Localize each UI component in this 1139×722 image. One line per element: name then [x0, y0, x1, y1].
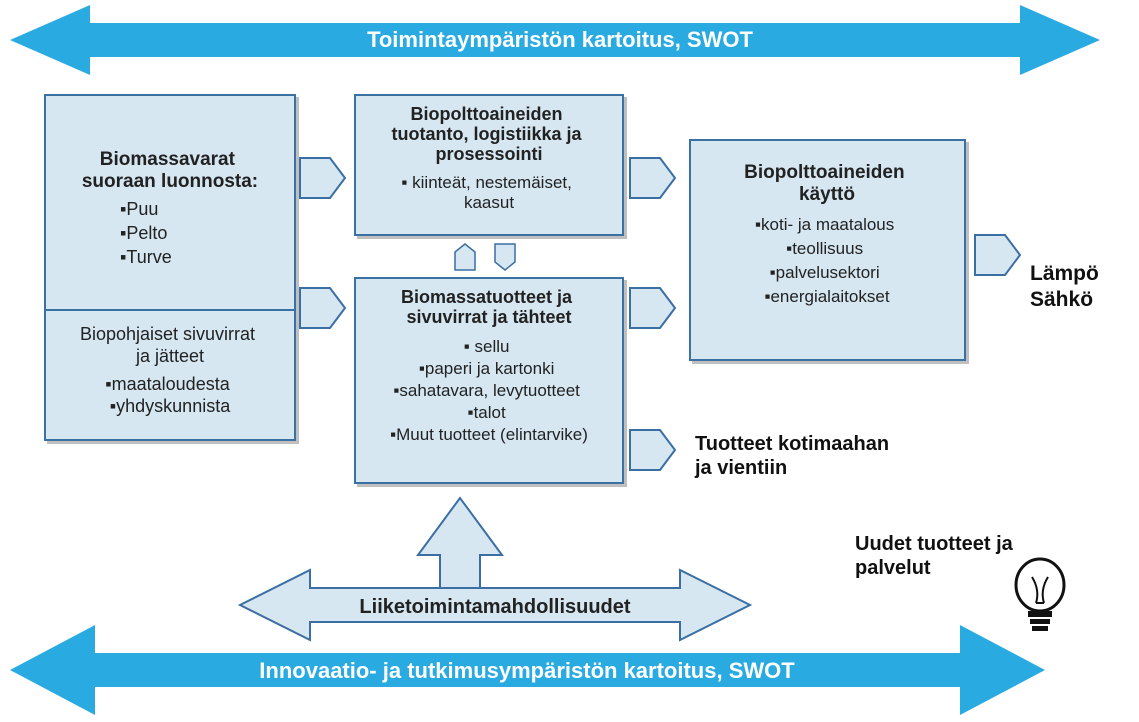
box-biopolttoaineet-tuotanto: Biopolttoaineiden tuotanto, logistiikka … [355, 95, 623, 235]
box1-title-l1: Biomassavarat suoraan luonnosta: [82, 149, 258, 192]
products-text: Tuotteet kotimaahan ja vientiin [694, 433, 895, 479]
box-biomassatuotteet: Biomassatuotteet ja sivuvirrat ja tähtee… [355, 278, 623, 483]
top-banner-arrow: Toimintaympäristön kartoitus, SWOT [10, 5, 1100, 75]
box-biopoltto-kaytto: Biopolttoaineiden käyttö ▪koti- ja maata… [690, 140, 965, 360]
bottom-banner-arrow: Innovaatio- ja tutkimusympäristön kartoi… [10, 625, 1045, 715]
arrow-box2-to-box3-down [495, 244, 515, 270]
arrow-box1-to-box2 [300, 158, 345, 198]
up-arrow-large [418, 498, 502, 590]
arrow-box1-to-box3 [300, 288, 345, 328]
box3-title: Biomassatuotteet ja sivuvirrat ja tähtee… [401, 287, 577, 327]
box-biomassa: Biomassavarat suoraan luonnosta: ▪Puu ▪P… [45, 95, 295, 440]
arrow-box3-to-box4 [630, 288, 675, 328]
lightbulb-icon [1016, 559, 1064, 631]
mid-arrow-label: Liiketoimintamahdollisuudet [359, 596, 630, 618]
bottom-banner-text: Innovaatio- ja tutkimusympäristön kartoi… [259, 658, 795, 683]
diagram-root: Toimintaympäristön kartoitus, SWOT Bioma… [0, 0, 1139, 722]
arrow-box4-to-output [975, 235, 1020, 275]
output-text: Lämpö Sähkö [1030, 262, 1105, 311]
arrow-box3-to-box2-up [455, 244, 475, 270]
new-products-text: Uudet tuotteet ja palvelut [855, 533, 1018, 579]
arrow-box3-to-products [630, 430, 675, 470]
mid-double-arrow: Liiketoimintamahdollisuudet [240, 570, 750, 640]
top-banner-text: Toimintaympäristön kartoitus, SWOT [367, 27, 753, 52]
arrow-box2-to-box4 [630, 158, 675, 198]
